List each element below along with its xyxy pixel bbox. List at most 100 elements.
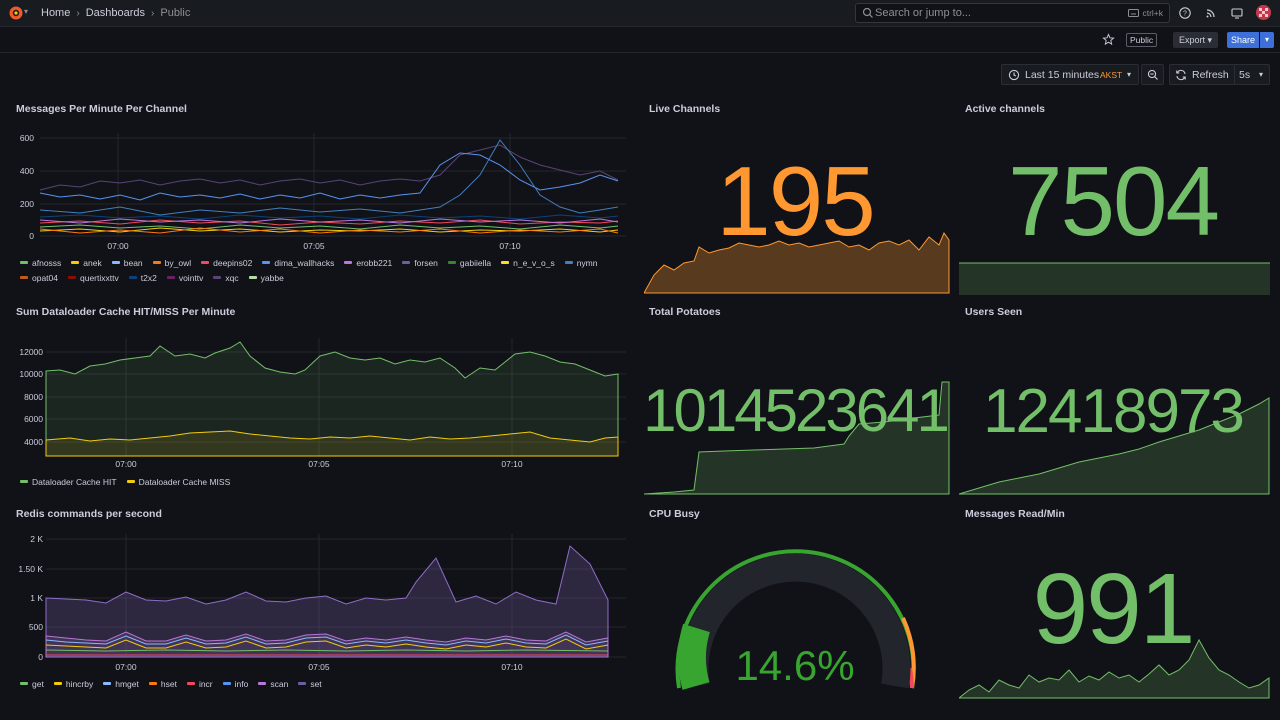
- zoom-out-button[interactable]: [1141, 64, 1164, 85]
- legend-item[interactable]: yabbe: [248, 272, 284, 283]
- y-tick: 200: [20, 199, 34, 209]
- panel-live-channels: Live Channels 195: [640, 95, 950, 295]
- chart-legend: Dataloader Cache HIT Dataloader Cache MIS…: [20, 476, 620, 487]
- legend-swatch: [447, 261, 456, 264]
- legend-swatch: [68, 276, 76, 279]
- zoom-out-icon: [1147, 69, 1158, 80]
- legend-item[interactable]: nymn: [564, 257, 598, 268]
- y-tick: 1 K: [30, 593, 43, 603]
- legend-swatch: [262, 261, 271, 264]
- clock-icon: [1008, 69, 1020, 81]
- legend-item[interactable]: n_e_v_o_s: [501, 257, 555, 268]
- refresh-label: Refresh: [1192, 69, 1229, 81]
- share-button[interactable]: Share: [1227, 32, 1259, 48]
- legend-item[interactable]: gabiiella: [447, 257, 492, 268]
- help-icon[interactable]: ?: [1178, 6, 1192, 20]
- breadcrumb: Home › Dashboards › Public: [41, 7, 190, 19]
- chevron-down-icon: ▾: [1259, 70, 1264, 79]
- panel-title: Messages Read/Min: [965, 508, 1065, 520]
- legend-label: anek: [83, 257, 102, 268]
- legend-swatch: [402, 261, 411, 264]
- legend-item[interactable]: get: [20, 678, 44, 689]
- legend-label: forsen: [414, 257, 438, 268]
- legend-item[interactable]: info: [222, 678, 248, 689]
- legend-label: erobb221: [356, 257, 393, 268]
- chevron-right-icon: ›: [151, 7, 155, 19]
- legend-item[interactable]: vointtv: [166, 272, 203, 283]
- dashboard-toolbar: Public Export ▾ Share ▾: [0, 27, 1280, 53]
- legend-label: opat04: [32, 272, 58, 283]
- stat-value: 7504: [1007, 146, 1220, 256]
- panel-messages-per-minute: Messages Per Minute Per Channel 600 400 …: [0, 95, 632, 295]
- chevron-down-icon[interactable]: ▾: [24, 7, 29, 16]
- legend-item[interactable]: afnosss: [20, 257, 61, 268]
- legend-item[interactable]: xqc: [213, 272, 239, 283]
- legend-item[interactable]: dima_wallhacks: [262, 257, 334, 268]
- legend-item[interactable]: forsen: [402, 257, 438, 268]
- legend-item[interactable]: hset: [148, 678, 177, 689]
- time-range-label: Last 15 minutes: [1025, 69, 1100, 81]
- legend-swatch: [501, 261, 510, 264]
- panel-title: CPU Busy: [649, 508, 700, 520]
- legend-label: xqc: [225, 272, 239, 283]
- export-label: Export: [1179, 35, 1206, 45]
- x-tick: 07:10: [501, 459, 523, 469]
- legend-item[interactable]: t2x2: [128, 272, 157, 283]
- legend-item[interactable]: by_owl: [152, 257, 191, 268]
- stat-value: 195: [716, 146, 876, 256]
- y-tick: 6000: [24, 414, 43, 424]
- export-button[interactable]: Export ▾: [1173, 32, 1219, 48]
- legend-item[interactable]: scan: [258, 678, 288, 689]
- legend-swatch: [152, 261, 161, 264]
- time-range-picker[interactable]: Last 15 minutes AKST ▾: [1001, 64, 1139, 85]
- y-tick: 0: [38, 652, 43, 662]
- legend-item[interactable]: opat04: [20, 272, 58, 283]
- avatar[interactable]: [1256, 5, 1271, 20]
- search-input[interactable]: Search or jump to... ctrl+k: [855, 3, 1170, 23]
- legend-item[interactable]: incr: [186, 678, 213, 689]
- monitor-icon[interactable]: [1230, 6, 1244, 20]
- sparkline-area: [644, 381, 950, 495]
- legend-item[interactable]: Dataloader Cache HIT: [20, 476, 117, 487]
- legend-item[interactable]: erobb221: [344, 257, 392, 268]
- legend-item[interactable]: set: [298, 678, 322, 689]
- search-icon: [862, 7, 873, 18]
- y-tick: 400: [20, 166, 34, 176]
- legend-swatch: [20, 276, 28, 279]
- chevron-right-icon: ›: [76, 7, 80, 19]
- legend-item[interactable]: Dataloader Cache MISS: [126, 476, 230, 487]
- legend-swatch: [213, 276, 222, 279]
- legend-item[interactable]: anek: [71, 257, 102, 268]
- grafana-logo-icon[interactable]: [8, 5, 24, 21]
- stat-value: 1014523641: [643, 377, 950, 444]
- timeseries-chart: 2 K 1.50 K 1 K 500 0 07:00 07:05 07:10: [18, 534, 626, 672]
- y-tick: 0: [29, 231, 34, 241]
- star-icon[interactable]: [1102, 33, 1115, 46]
- series-line-anek: [39, 227, 619, 233]
- refresh-button[interactable]: Refresh 5s ▾: [1169, 64, 1270, 85]
- legend-swatch: [166, 276, 175, 279]
- panel-title: Active channels: [965, 103, 1045, 115]
- public-badge: Public: [1126, 33, 1158, 47]
- y-tick: 500: [29, 622, 43, 632]
- legend-label: gabiiella: [459, 257, 492, 268]
- legend-label: afnosss: [32, 257, 62, 268]
- legend-swatch: [248, 276, 257, 279]
- legend-item[interactable]: bean: [111, 257, 143, 268]
- refresh-icon: [1176, 69, 1186, 81]
- series-line-hmget: [45, 634, 609, 646]
- panel-active-channels: Active channels 7504: [956, 95, 1270, 295]
- panel-title: Live Channels: [649, 103, 721, 115]
- y-tick: 12000: [19, 347, 43, 357]
- breadcrumb-home[interactable]: Home: [41, 7, 71, 19]
- refresh-interval[interactable]: 5s: [1239, 69, 1251, 81]
- share-menu-button[interactable]: ▾: [1260, 32, 1274, 48]
- rss-icon[interactable]: [1204, 6, 1218, 20]
- x-tick: 07:05: [308, 459, 330, 469]
- legend-item[interactable]: hincrby: [53, 678, 93, 689]
- legend-item[interactable]: deepins02: [201, 257, 252, 268]
- legend-swatch: [298, 682, 307, 685]
- legend-item[interactable]: hmget: [103, 678, 139, 689]
- legend-item[interactable]: quertixxttv: [68, 272, 119, 283]
- breadcrumb-dashboards[interactable]: Dashboards: [85, 7, 146, 19]
